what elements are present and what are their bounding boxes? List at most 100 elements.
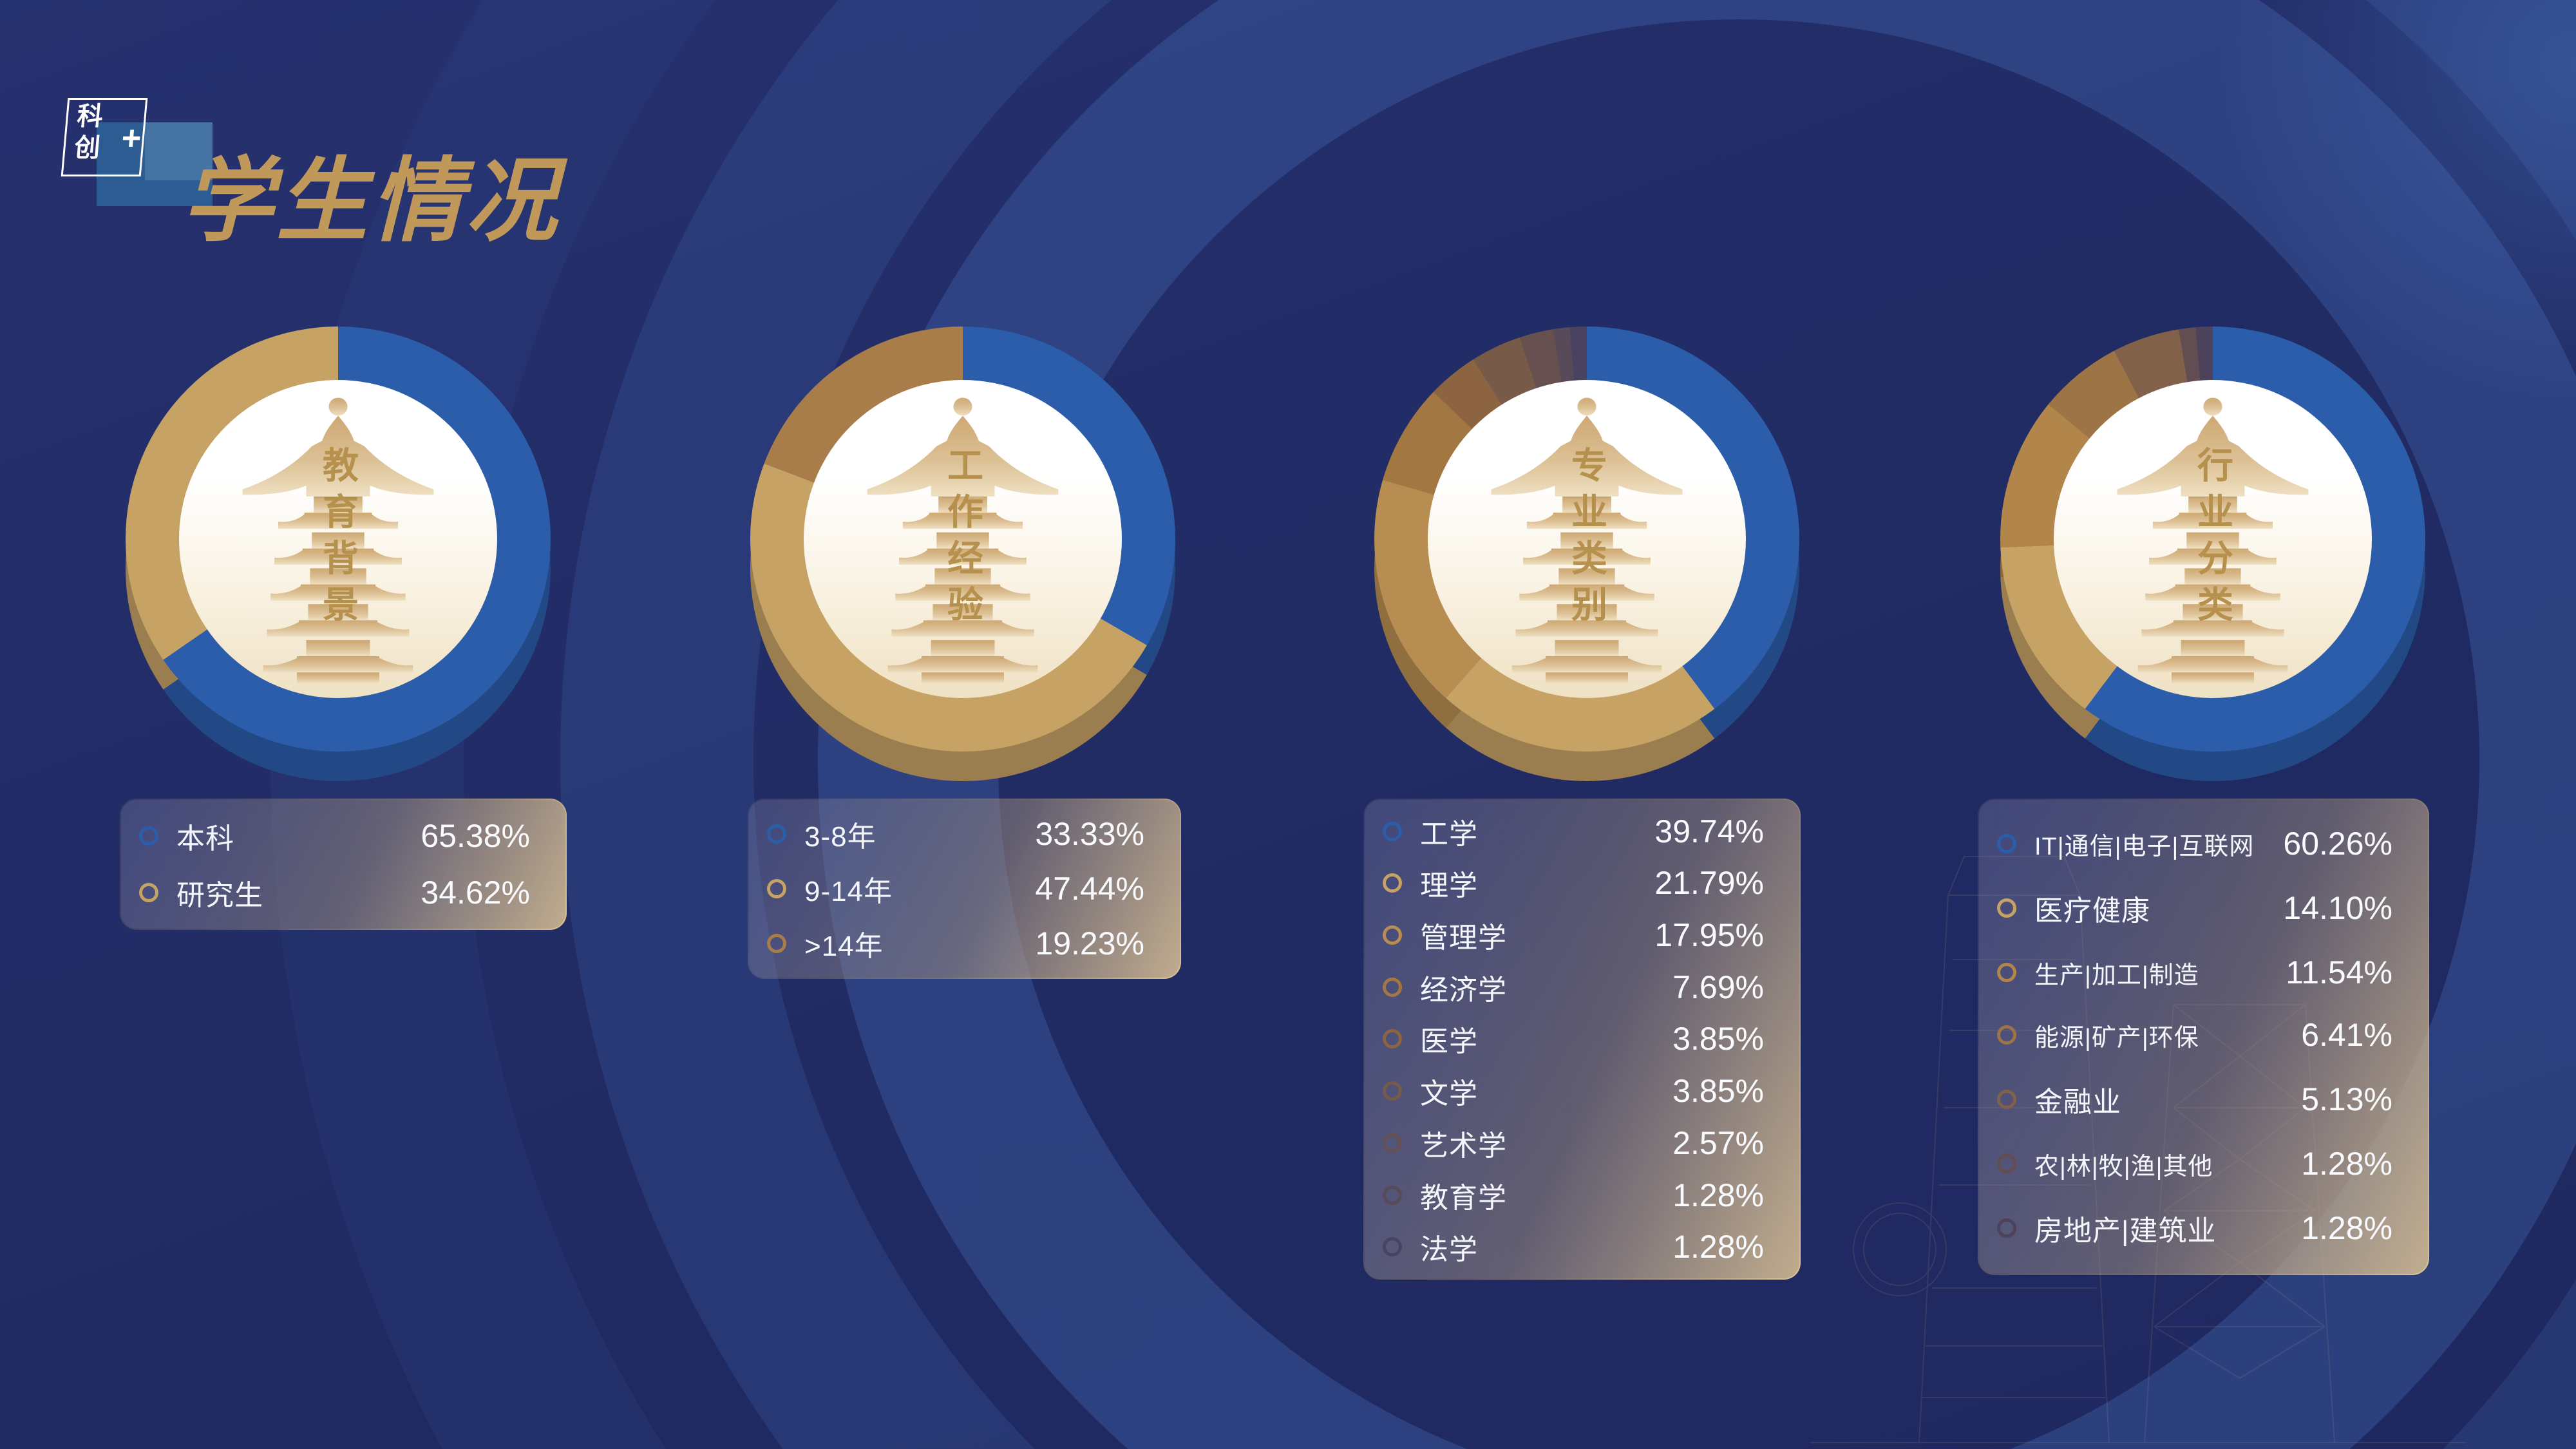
- legend-card-3: 工学 39.74% 理学 21.79% 管理学 17.95% 经济学 7.69% 医学 3.85%…: [1363, 799, 1801, 1280]
- badge-char-1: 科: [75, 102, 104, 131]
- legend-label: 医学: [1420, 1026, 1478, 1058]
- legend-bullet-icon: [1383, 1185, 1402, 1205]
- legend-item: 生产|加工|制造 11.54%: [1979, 954, 2428, 991]
- legend-label: IT|通信|电子|互联网: [2034, 833, 2255, 860]
- legend-bullet-icon: [1383, 977, 1402, 997]
- legend-bullet-icon: [1997, 1218, 2016, 1238]
- legend-item: 农|林|牧|渔|其他 1.28%: [1979, 1145, 2428, 1182]
- legend-bullet-icon: [1997, 898, 2016, 918]
- legend-bullet-icon: [1997, 1025, 2016, 1045]
- legend-value: 17.95%: [1654, 917, 1764, 954]
- legend-label: 研究生: [176, 880, 263, 911]
- legend-card-1: 本科 65.38% 研究生 34.62%: [120, 799, 567, 930]
- legend-bullet-icon: [1383, 925, 1402, 945]
- legend-label: 法学: [1420, 1234, 1478, 1266]
- legend-bullet-icon: [1997, 1154, 2016, 1173]
- logo-light-square: [145, 122, 213, 180]
- legend-item: 文学 3.85%: [1365, 1070, 1799, 1112]
- legend-bullet-icon: [1997, 1090, 2016, 1109]
- legend-label: 理学: [1420, 870, 1478, 902]
- legend-bullet-icon: [1383, 1237, 1402, 1257]
- donut-center-label: 工作经验: [942, 446, 983, 632]
- legend-item: 经济学 7.69%: [1365, 967, 1799, 1008]
- legend-label: 艺术学: [1420, 1130, 1507, 1162]
- legend-value: 1.28%: [1672, 1229, 1764, 1265]
- donut-chart-4: 行业分类: [2000, 327, 2425, 781]
- legend-value: 65.38%: [421, 818, 530, 854]
- legend-card-4: IT|通信|电子|互联网 60.26% 医疗健康 14.10% 生产|加工|制造 11.5…: [1978, 799, 2429, 1275]
- legend-value: 39.74%: [1654, 813, 1764, 849]
- legend-label: 9-14年: [804, 876, 893, 907]
- legend-bullet-icon: [1383, 1029, 1402, 1049]
- legend-bullet-icon: [1383, 1081, 1402, 1101]
- donut-center: 工作经验: [804, 380, 1122, 698]
- legend-bullet-icon: [767, 934, 786, 953]
- legend-label: >14年: [804, 931, 884, 962]
- legend-value: 21.79%: [1654, 865, 1764, 902]
- legend-bullet-icon: [1383, 821, 1402, 841]
- legend-item: >14年 19.23%: [749, 923, 1180, 964]
- donut-center: 行业分类: [2054, 380, 2372, 698]
- chart-block-2: 工作经验 3-8年 33.33% 9-14年 47.44% >14年 19.23%: [748, 0, 1181, 1449]
- legend-item: 医疗健康 14.10%: [1979, 887, 2428, 929]
- legend-item: 9-14年 47.44%: [749, 868, 1180, 909]
- legend-value: 7.69%: [1672, 969, 1764, 1005]
- legend-item: 教育学 1.28%: [1365, 1175, 1799, 1216]
- legend-item: 管理学 17.95%: [1365, 914, 1799, 956]
- legend-bullet-icon: [1383, 1133, 1402, 1153]
- donut-center-label: 行业分类: [2192, 446, 2233, 632]
- legend-value: 3.85%: [1672, 1073, 1764, 1110]
- page-title: 学生情况: [182, 150, 560, 252]
- legend-bullet-icon: [1997, 834, 2016, 853]
- legend-value: 6.41%: [2301, 1017, 2392, 1053]
- legend-item: 艺术学 2.57%: [1365, 1122, 1799, 1164]
- legend-value: 47.44%: [1035, 871, 1144, 907]
- chart-block-3: 专业类别工学 39.74% 理学 21.79% 管理学 17.95% 经济学 7.69% 医学 3…: [1363, 0, 1801, 1449]
- legend-bullet-icon: [139, 883, 158, 902]
- legend-item: 理学 21.79%: [1365, 862, 1799, 904]
- legend-value: 1.28%: [1672, 1177, 1764, 1213]
- legend-value: 33.33%: [1035, 816, 1144, 852]
- legend-label: 生产|加工|制造: [2034, 961, 2199, 989]
- legend-item: 金融业 5.13%: [1979, 1079, 2428, 1120]
- legend-item: 研究生 34.62%: [121, 872, 565, 913]
- legend-label: 3-8年: [804, 821, 876, 853]
- legend-bullet-icon: [139, 826, 158, 846]
- legend-item: 房地产|建筑业 1.28%: [1979, 1208, 2428, 1249]
- legend-item: 3-8年 33.33%: [749, 813, 1180, 855]
- chart-block-4: 行业分类 IT|通信|电子|互联网 60.26% 医疗健康 14.10% 生产|加工|制造…: [1978, 0, 2429, 1449]
- legend-value: 1.28%: [2301, 1210, 2392, 1246]
- legend-bullet-icon: [1997, 963, 2016, 982]
- legend-label: 医疗健康: [2034, 895, 2150, 927]
- legend-value: 3.85%: [1672, 1021, 1764, 1057]
- legend-item: 法学 1.28%: [1365, 1226, 1799, 1267]
- legend-label: 经济学: [1420, 974, 1507, 1006]
- legend-value: 2.57%: [1672, 1124, 1764, 1161]
- legend-value: 34.62%: [421, 875, 530, 911]
- donut-chart-2: 工作经验: [750, 327, 1175, 781]
- legend-card-2: 3-8年 33.33% 9-14年 47.44% >14年 19.23%: [748, 799, 1181, 979]
- chart-block-1: 教育背景本科 65.38% 研究生 34.62%: [120, 0, 567, 1449]
- legend-value: 11.54%: [2286, 954, 2392, 990]
- donut-center: 教育背景: [179, 380, 497, 698]
- legend-item: 本科 65.38%: [121, 815, 565, 857]
- legend-label: 农|林|牧|渔|其他: [2034, 1153, 2213, 1180]
- legend-label: 金融业: [2034, 1086, 2121, 1118]
- legend-value: 5.13%: [2301, 1081, 2392, 1117]
- donut-chart-3: 专业类别: [1374, 327, 1799, 781]
- legend-item: IT|通信|电子|互联网 60.26%: [1979, 825, 2428, 862]
- legend-value: 60.26%: [2283, 826, 2392, 862]
- legend-label: 文学: [1420, 1078, 1478, 1110]
- legend-bullet-icon: [767, 879, 786, 898]
- legend-label: 房地产|建筑业: [2034, 1215, 2217, 1247]
- legend-label: 能源|矿产|环保: [2034, 1024, 2199, 1052]
- badge-text: 科 创: [73, 101, 104, 164]
- donut-center-label: 教育背景: [317, 446, 359, 632]
- legend-label: 工学: [1420, 818, 1478, 850]
- legend-value: 14.10%: [2283, 890, 2392, 926]
- donut-center-label: 专业类别: [1566, 446, 1607, 632]
- badge-char-2: 创: [73, 133, 102, 162]
- donut-chart-1: 教育背景: [126, 327, 551, 781]
- legend-bullet-icon: [767, 824, 786, 844]
